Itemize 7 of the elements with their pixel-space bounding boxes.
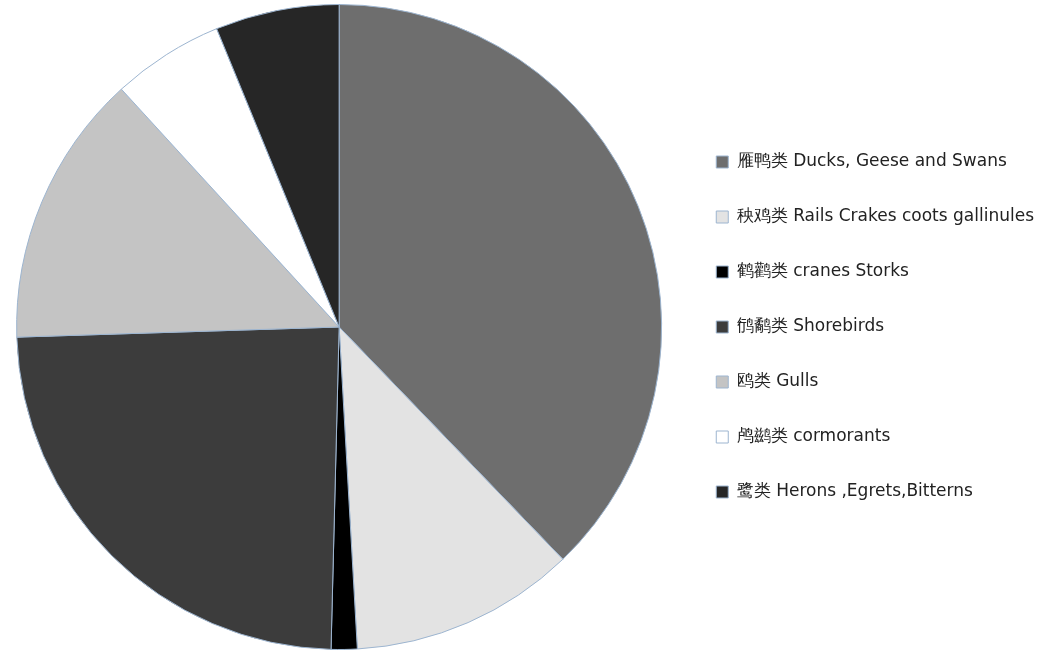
legend-label: 鹭类 Herons ,Egrets,Bitterns xyxy=(736,480,974,501)
legend-label: 鸥类 Gulls xyxy=(736,370,819,391)
legend-label: 鹤鹳类 cranes Storks xyxy=(736,260,910,281)
legend-label: 鸻鹬类 Shorebirds xyxy=(736,315,885,336)
legend-label: 鸬鹚类 cormorants xyxy=(736,425,891,446)
legend-label: 雁鸭类 Ducks, Geese and Swans xyxy=(736,150,1007,171)
legend-label: 秧鸡类 Rails Crakes coots gallinules xyxy=(736,205,1035,226)
